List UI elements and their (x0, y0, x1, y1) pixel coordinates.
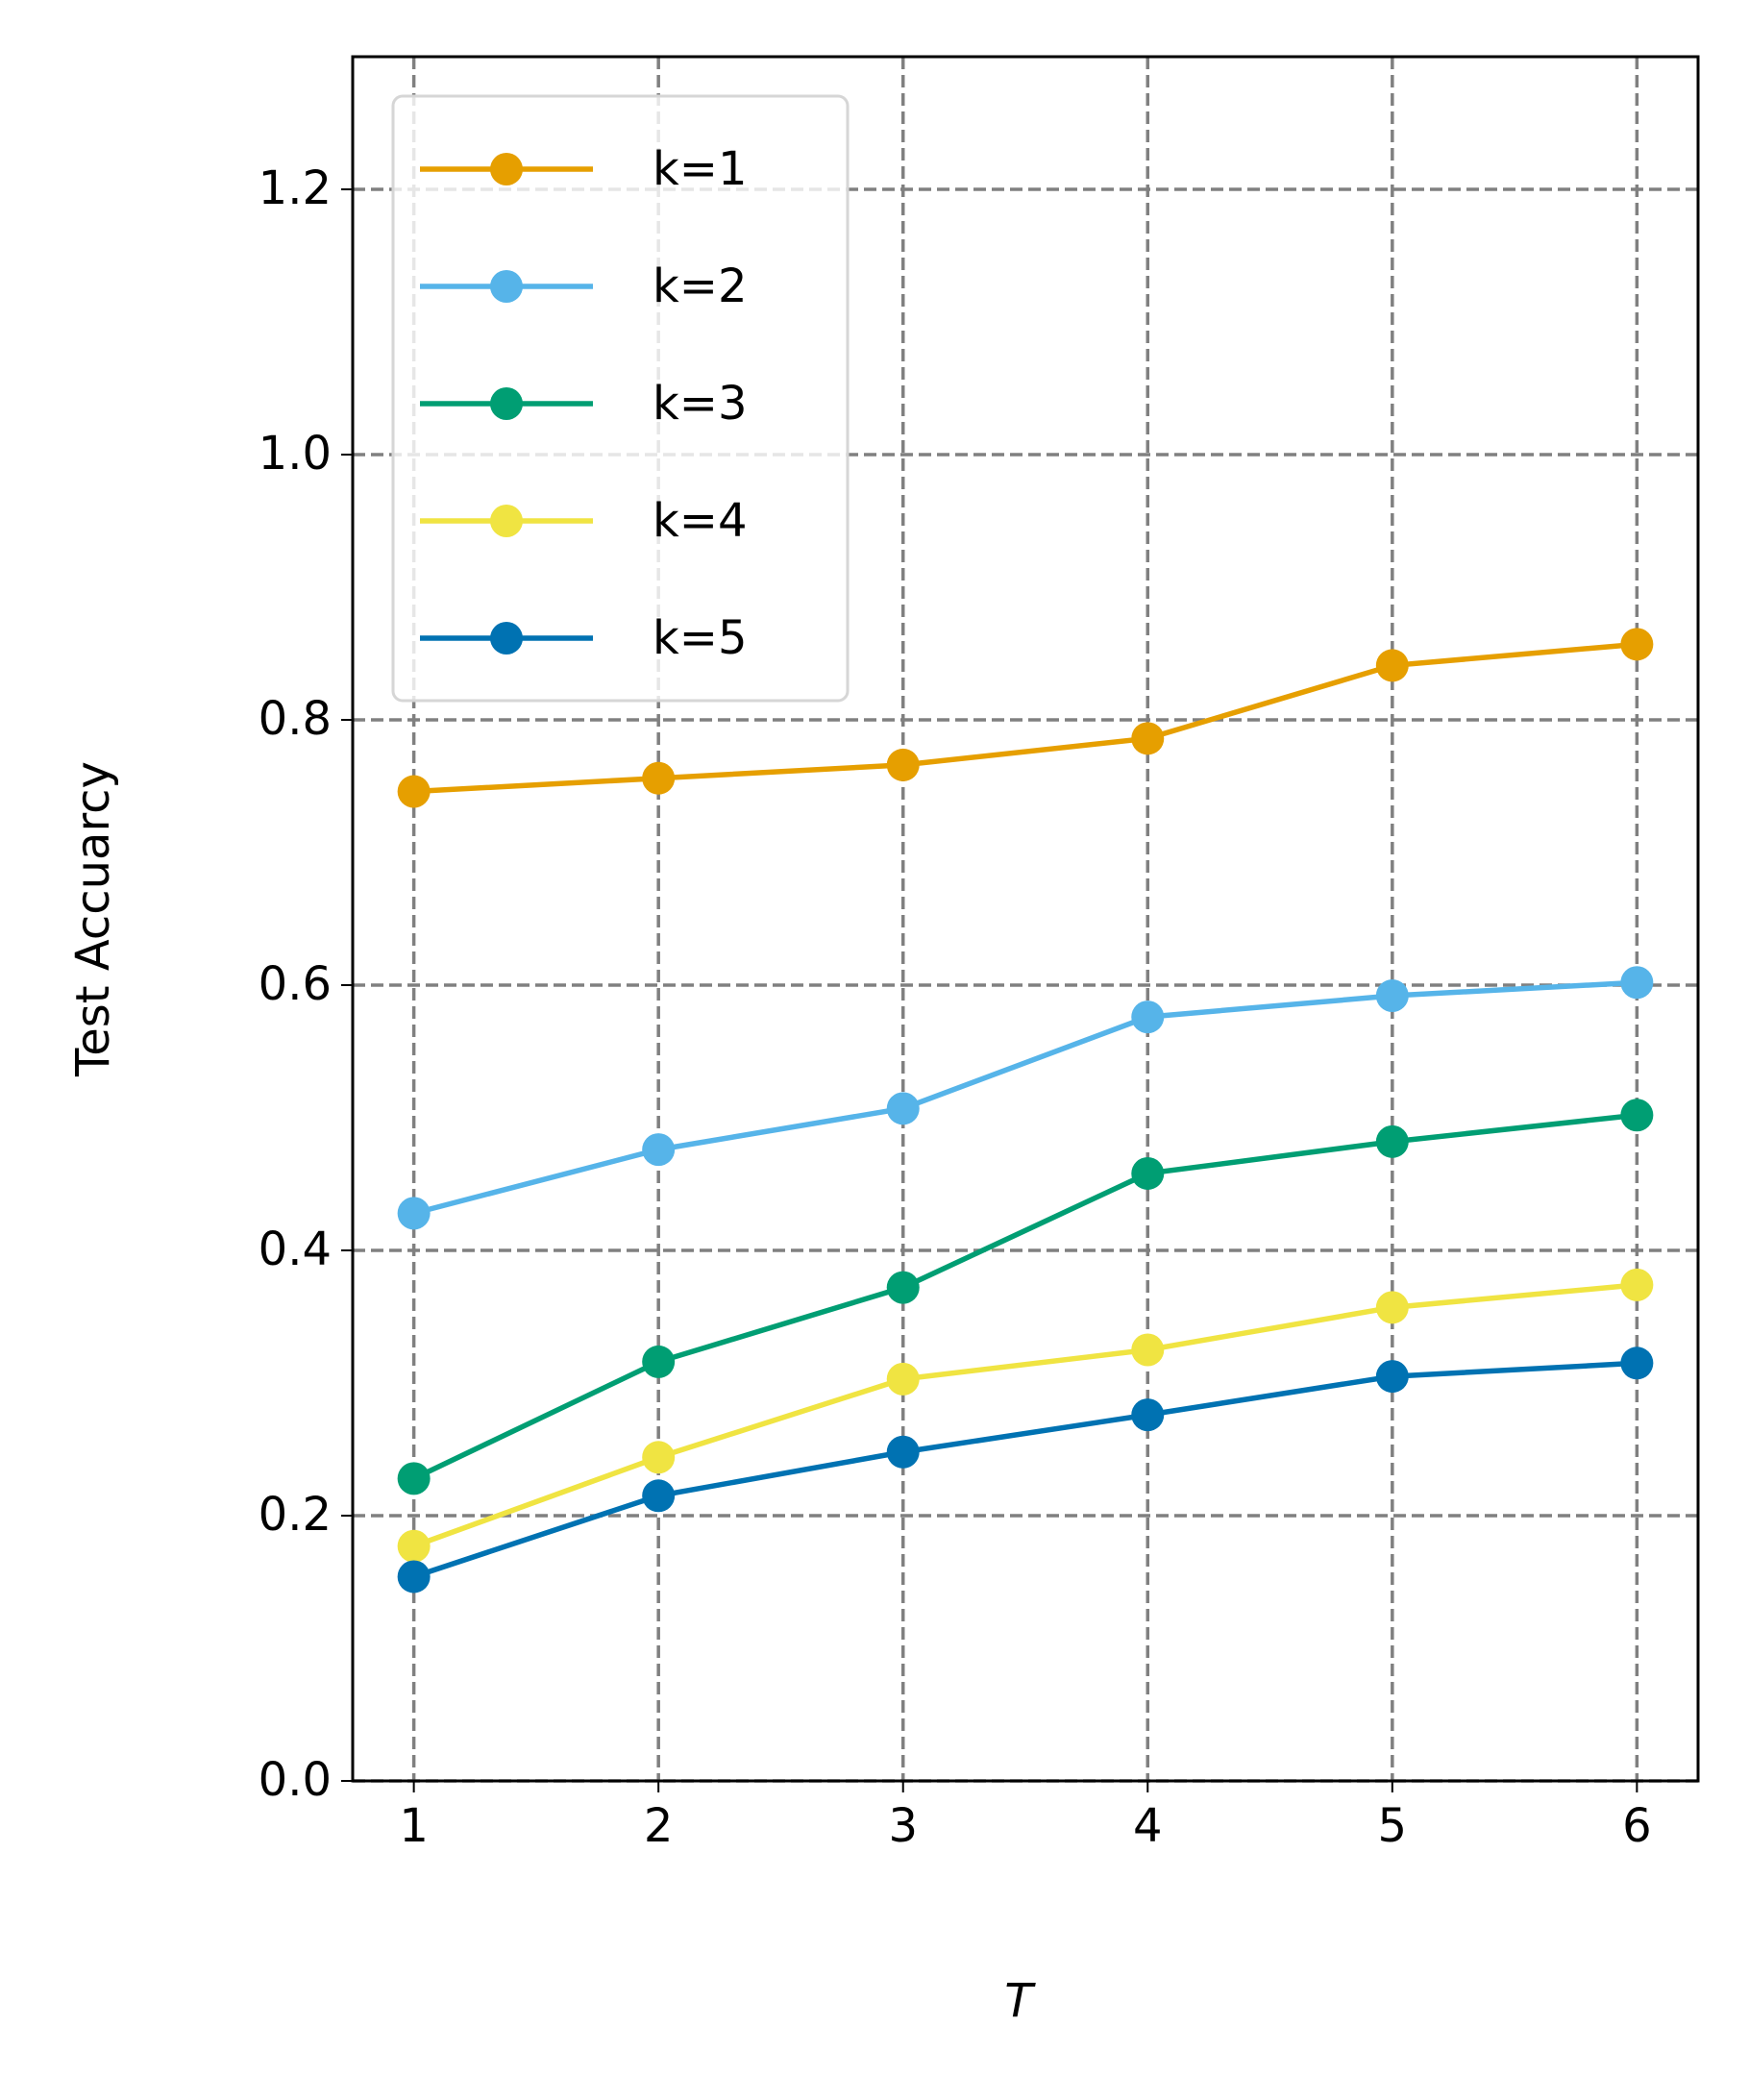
point (1620, 1346, 1654, 1380)
point (1131, 1398, 1165, 1432)
legend-marker (490, 153, 523, 185)
point (397, 1197, 431, 1230)
point (1131, 1333, 1165, 1367)
x-tick-label: 1 (399, 1799, 429, 1853)
point (642, 761, 676, 795)
x-tick-label: 2 (644, 1799, 674, 1853)
point (397, 1462, 431, 1495)
x-tick-label: 5 (1378, 1799, 1408, 1853)
y-tick-label: 0.6 (259, 957, 332, 1011)
legend-label: k=1 (653, 142, 748, 196)
y-tick-label: 1.0 (259, 427, 332, 481)
point (1131, 1156, 1165, 1190)
point (1620, 628, 1654, 661)
legend-marker (490, 622, 523, 655)
legend-label: k=2 (653, 259, 748, 313)
point (1375, 1291, 1409, 1324)
point (886, 1435, 920, 1469)
point (1131, 1001, 1165, 1034)
x-tick-label: 4 (1133, 1799, 1163, 1853)
x-axis-label: T (1004, 1974, 1036, 2028)
point (642, 1479, 676, 1513)
y-tick-label: 0.2 (259, 1488, 332, 1542)
x-tick-label: 6 (1622, 1799, 1652, 1853)
point (642, 1133, 676, 1167)
point (1131, 722, 1165, 755)
point (1375, 1360, 1409, 1394)
point (1620, 1099, 1654, 1132)
point (1375, 1124, 1409, 1158)
legend-box (391, 94, 850, 703)
point (397, 775, 431, 808)
y-tick-label: 0.0 (259, 1753, 332, 1807)
legend-marker (490, 270, 523, 303)
legend-label: k=5 (653, 611, 748, 665)
point (397, 1560, 431, 1594)
point (397, 1529, 431, 1563)
point (1620, 966, 1654, 1000)
plot-frame (351, 55, 1700, 1783)
series-line (412, 979, 1638, 1217)
series-line (412, 1282, 1638, 1549)
y-tick-label: 1.2 (259, 161, 332, 215)
series-line (412, 1360, 1638, 1580)
y-tick-label: 0.4 (259, 1223, 332, 1276)
point (1620, 1268, 1654, 1301)
series-line (412, 1112, 1638, 1481)
y-tick-label: 0.8 (259, 692, 332, 746)
y-axis-label: Test Accuarcy (66, 761, 120, 1077)
legend-label: k=3 (653, 377, 748, 431)
point (886, 748, 920, 781)
point (642, 1345, 676, 1378)
legend-marker (490, 387, 523, 420)
point (1375, 979, 1409, 1013)
point (1375, 649, 1409, 682)
legend-label: k=4 (653, 494, 748, 548)
point (886, 1092, 920, 1125)
legend-marker (490, 505, 523, 537)
series-line (413, 641, 1638, 795)
point (642, 1441, 676, 1474)
point (886, 1271, 920, 1304)
point (886, 1362, 920, 1396)
x-tick-label: 3 (888, 1799, 918, 1853)
